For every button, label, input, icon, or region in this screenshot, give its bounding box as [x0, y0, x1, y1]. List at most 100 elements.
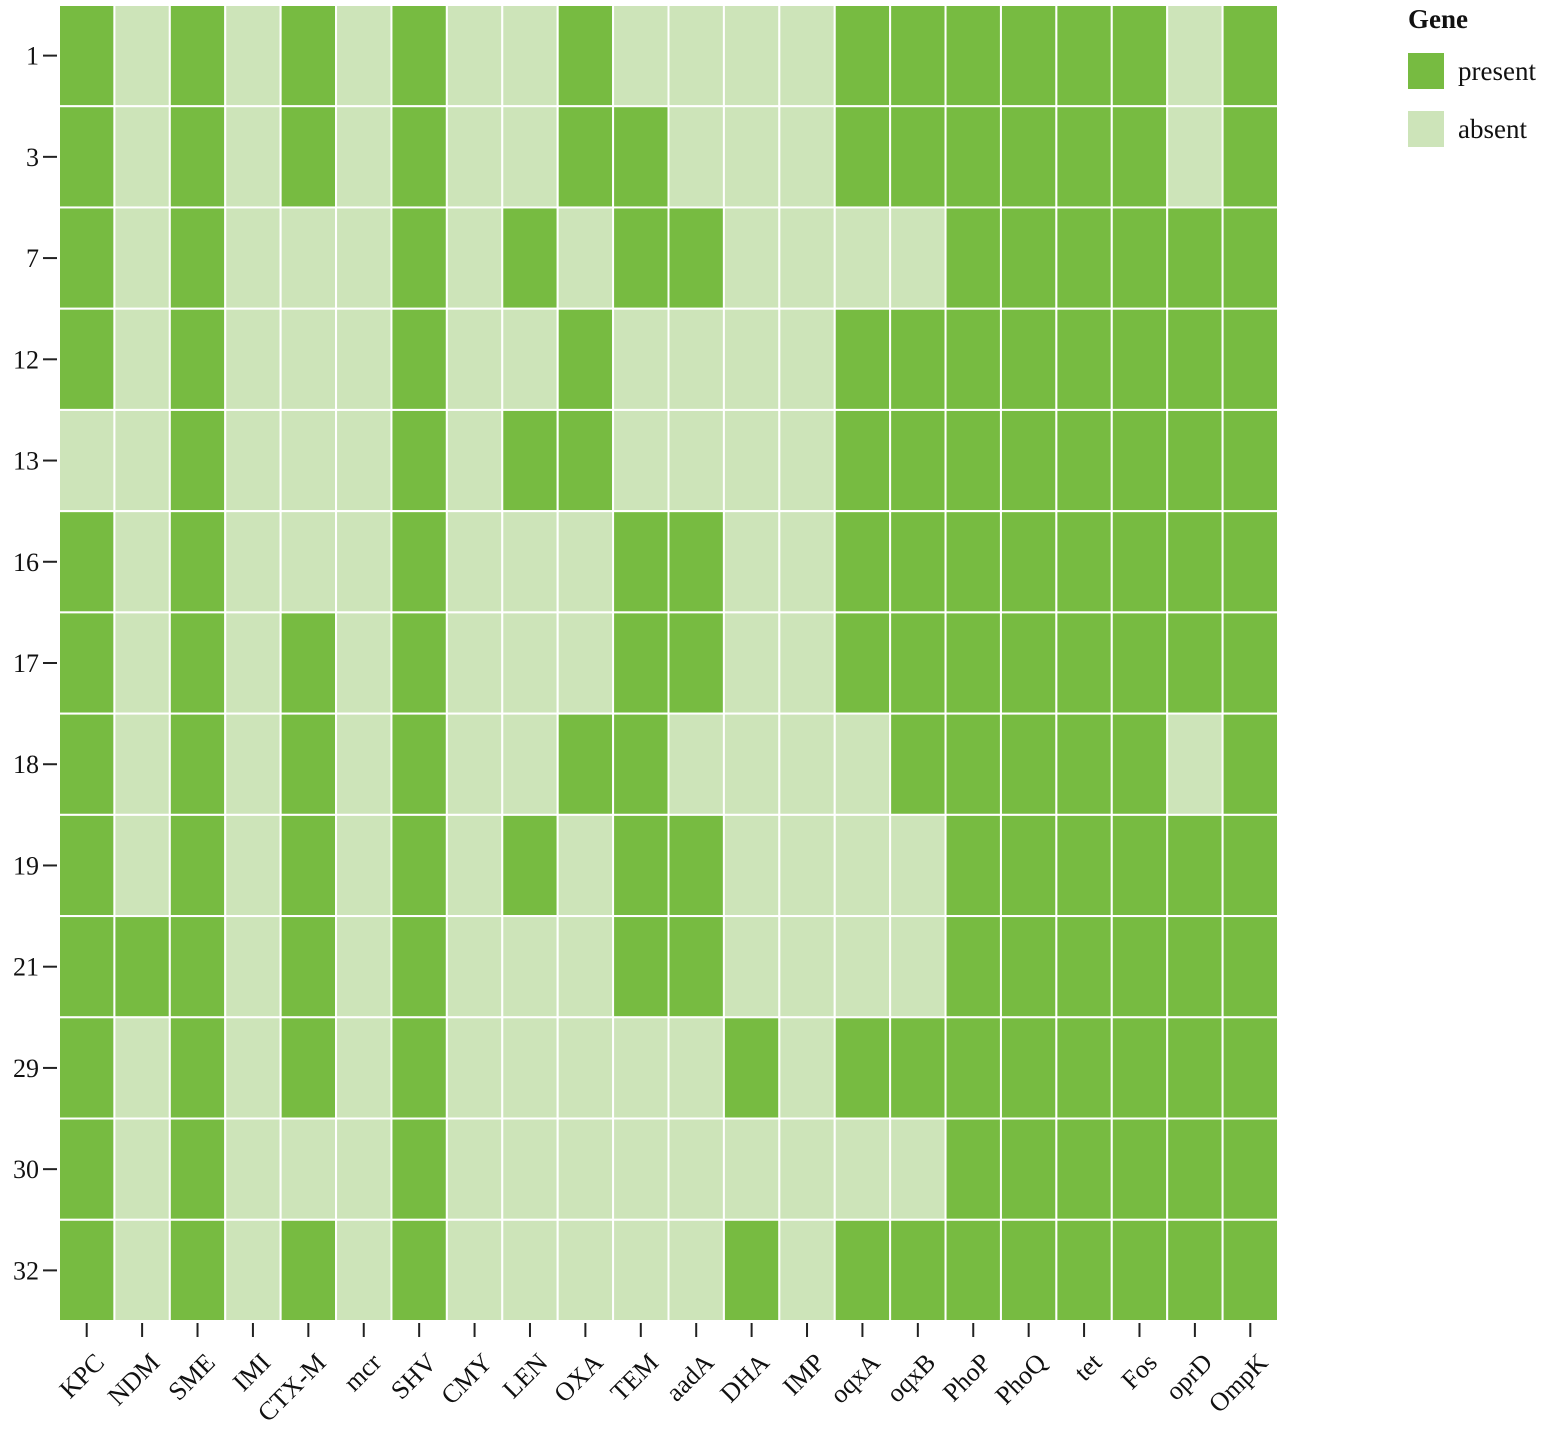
heatmap-cell [224, 1117, 282, 1221]
heatmap-cell [722, 1016, 781, 1120]
heatmap-cell [1110, 307, 1169, 411]
heatmap-cell [445, 1117, 504, 1221]
heatmap-cell [1110, 1218, 1169, 1323]
heatmap-cell [667, 1016, 725, 1120]
heatmap-cell [612, 1218, 670, 1323]
heatmap-cell [501, 1016, 559, 1120]
heatmap-cell [390, 408, 448, 513]
heatmap-cell [1055, 206, 1113, 310]
heatmap-cell [889, 510, 947, 614]
heatmap-cell [113, 206, 171, 310]
heatmap-cell [833, 105, 892, 209]
heatmap-cell [1110, 4, 1169, 108]
heatmap-cell [1055, 510, 1113, 614]
heatmap-cell [944, 510, 1002, 614]
heatmap-cell [168, 510, 227, 614]
heatmap-cell [1221, 915, 1280, 1019]
heatmap-cell [1110, 510, 1169, 614]
heatmap-cell [58, 1016, 116, 1120]
x-tick-label: Fos [1116, 1348, 1163, 1395]
heatmap-cell [1221, 408, 1280, 513]
heatmap-cell [224, 307, 282, 411]
heatmap-cell [944, 611, 1002, 715]
heatmap-cell [1166, 1218, 1224, 1323]
heatmap-cell [1110, 915, 1169, 1019]
heatmap-cell [722, 4, 781, 108]
heatmap-cell [445, 408, 504, 513]
heatmap-cell [501, 915, 559, 1019]
heatmap-cell [279, 408, 338, 513]
heatmap-cell [224, 915, 282, 1019]
heatmap-cell [556, 1117, 615, 1221]
heatmap-cell [58, 510, 116, 614]
heatmap-cell [944, 307, 1002, 411]
heatmap-cell [833, 510, 892, 614]
heatmap-cell [501, 105, 559, 209]
heatmap-cell [445, 813, 504, 918]
heatmap-cell [889, 408, 947, 513]
heatmap-cell [279, 307, 338, 411]
heatmap-cell [1110, 105, 1169, 209]
heatmap-cell [778, 1016, 836, 1120]
heatmap-cell [833, 915, 892, 1019]
heatmap-cell [612, 712, 670, 816]
heatmap-cell [722, 1117, 781, 1221]
heatmap-cell [445, 1016, 504, 1120]
heatmap-cell [113, 712, 171, 816]
heatmap-cell [889, 813, 947, 918]
heatmap-cell [1221, 813, 1280, 918]
heatmap-cell [501, 4, 559, 108]
heatmap-cell [335, 206, 393, 310]
heatmap-cell [612, 206, 670, 310]
heatmap-cell [612, 408, 670, 513]
x-tick-label: PhoQ [990, 1348, 1053, 1411]
heatmap-cell [944, 408, 1002, 513]
heatmap-cell [889, 1016, 947, 1120]
heatmap-cell [778, 4, 836, 108]
heatmap-cell [335, 307, 393, 411]
heatmap-cell [667, 915, 725, 1019]
heatmap-cell [778, 206, 836, 310]
x-tick-label: LEN [497, 1348, 553, 1404]
heatmap-cell [58, 408, 116, 513]
x-tick-label: SME [162, 1348, 220, 1406]
heatmap-cell [667, 105, 725, 209]
x-tick-label: IMP [777, 1348, 830, 1401]
heatmap-cell [390, 611, 448, 715]
heatmap-cell [279, 510, 338, 614]
heatmap-cell [612, 1016, 670, 1120]
heatmap-cell [889, 1117, 947, 1221]
heatmap-cell [722, 307, 781, 411]
heatmap-cell [501, 712, 559, 816]
heatmap-cell [1166, 307, 1224, 411]
heatmap-cell [1221, 1117, 1280, 1221]
y-tick-label: 29 [13, 1054, 39, 1083]
heatmap-cell [556, 915, 615, 1019]
heatmap-cell [113, 611, 171, 715]
legend-swatch-absent [1408, 111, 1444, 147]
heatmap-cells [58, 4, 1280, 1323]
heatmap-cell [667, 307, 725, 411]
heatmap-cell [833, 611, 892, 715]
x-tick-label: PhoP [937, 1348, 996, 1407]
heatmap-cell [999, 307, 1058, 411]
heatmap-cell [612, 105, 670, 209]
x-tick-label: oqxA [824, 1348, 886, 1410]
heatmap-cell [1110, 206, 1169, 310]
y-tick-label: 1 [26, 42, 39, 71]
heatmap-cell [113, 408, 171, 513]
heatmap-cell [58, 206, 116, 310]
heatmap-cell [778, 307, 836, 411]
heatmap-cell [889, 206, 947, 310]
heatmap-cell [335, 611, 393, 715]
heatmap-cell [612, 4, 670, 108]
heatmap-cell [113, 1218, 171, 1323]
y-tick-label: 19 [13, 851, 39, 880]
heatmap-cell [224, 408, 282, 513]
heatmap-cell [445, 105, 504, 209]
heatmap-cell [1166, 1016, 1224, 1120]
heatmap-cell [612, 1117, 670, 1221]
